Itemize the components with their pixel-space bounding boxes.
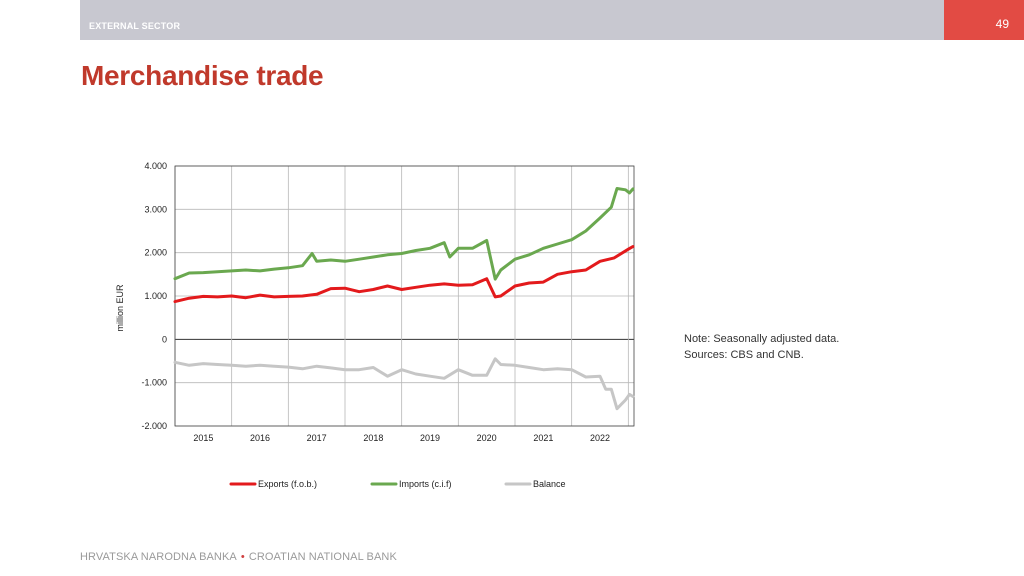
sources-text: Sources: CBS and CNB.	[684, 349, 804, 361]
y-tick-label: -1.000	[141, 378, 167, 388]
footer-bank-name-hr: HRVATSKA NARODNA BANKA	[80, 551, 237, 563]
x-tick-label: 2015	[193, 433, 213, 443]
y-tick-label: 4.000	[144, 161, 167, 171]
footer-separator: •	[240, 551, 245, 563]
legend-label: Imports (c.i.f)	[399, 479, 452, 489]
x-tick-label: 2022	[590, 433, 610, 443]
chart-legend: Exports (f.o.b.) Imports (c.i.f) Balance	[229, 479, 566, 489]
page-number-box: 49	[944, 0, 1024, 40]
note-text: Note: Seasonally adjusted data.	[684, 333, 840, 345]
imports-line	[173, 187, 635, 281]
x-tick-label: 2020	[477, 433, 497, 443]
legend-label: Exports (f.o.b.)	[258, 479, 317, 489]
page-title: Merchandise trade	[81, 60, 324, 91]
plot-area-frame	[174, 165, 635, 427]
footer: HRVATSKA NARODNA BANKA • CROATIAN NATIONAL…	[80, 551, 397, 563]
exports-line	[173, 245, 635, 304]
x-tick-label: 2019	[420, 433, 440, 443]
page-number: 49	[995, 17, 1009, 31]
x-tick-label: 2018	[363, 433, 383, 443]
chart-series	[173, 187, 635, 411]
chart-axes: 4.000 3.000 2.000 1.000 0 -1.000 -2.000 2015 201…	[141, 161, 635, 443]
legend-imports: Imports (c.i.f)	[370, 479, 452, 489]
note-block: Note: Seasonally adjusted data. Sources:…	[684, 331, 839, 363]
y-tick-label: 0	[162, 334, 167, 344]
y-axis-label: million EUR	[115, 284, 125, 332]
header-bar: EXTERNAL SECTOR	[80, 0, 944, 40]
y-tick-label: 1.000	[144, 291, 167, 301]
x-tick-label: 2017	[307, 433, 327, 443]
x-tick-label: 2021	[533, 433, 553, 443]
trade-chart: 4.000 3.000 2.000 1.000 0 -1.000 -2.000 2015 201…	[115, 161, 635, 489]
y-tick-label: -2.000	[141, 421, 167, 431]
section-label: EXTERNAL SECTOR	[89, 21, 181, 31]
legend-balance: Balance	[504, 479, 566, 489]
legend-exports: Exports (f.o.b.)	[229, 479, 317, 489]
y-tick-label: 2.000	[144, 248, 167, 258]
legend-label: Balance	[533, 479, 566, 489]
footer-bank-name-en: CROATIAN NATIONAL BANK	[248, 551, 397, 563]
balance-line	[173, 357, 635, 411]
x-tick-label: 2016	[250, 433, 270, 443]
y-tick-label: 3.000	[144, 204, 167, 214]
